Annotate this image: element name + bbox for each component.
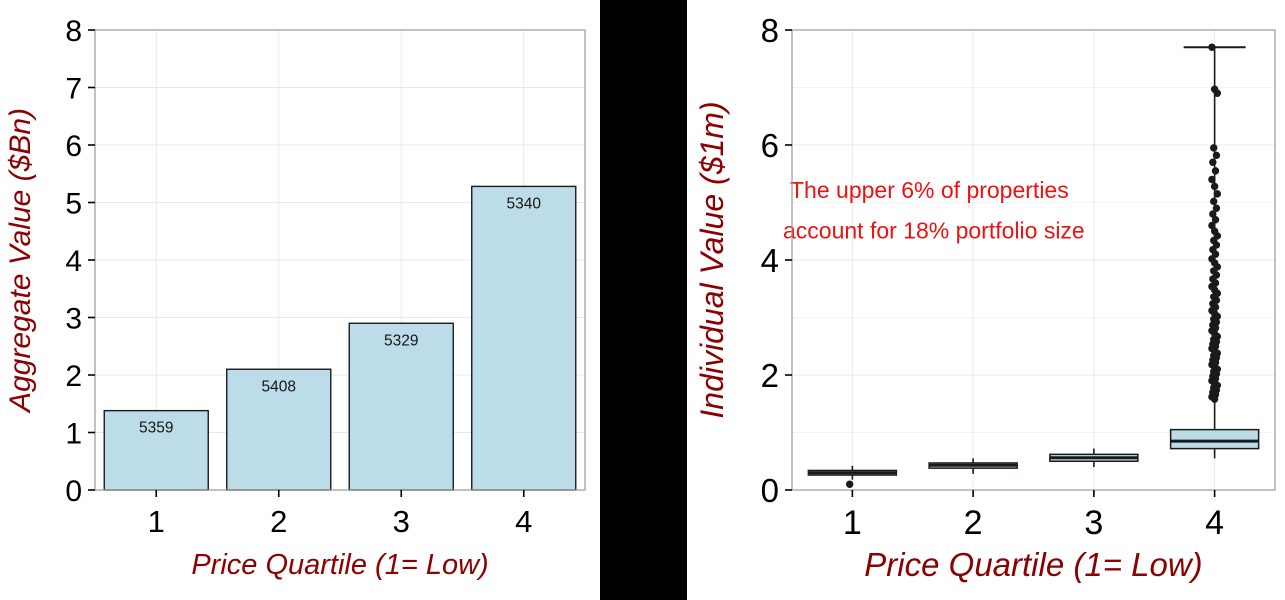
bar-count-label: 5340 (507, 195, 542, 212)
outlier-point (1210, 144, 1218, 152)
annotation-text: account for 18% portfolio size (783, 218, 1085, 244)
x-axis-title: Price Quartile (1= Low) (864, 546, 1202, 583)
x-axis-title: Price Quartile (1= Low) (191, 549, 488, 581)
x-tick-label: 3 (1084, 504, 1103, 542)
individual-value-boxplot-chart: The upper 6% of properties account for 18… (694, 12, 1276, 583)
outlier-point (1213, 89, 1222, 97)
x-tick-label: 2 (964, 504, 983, 542)
box-chart-panel: The upper 6% of properties account for 18… (687, 0, 1285, 600)
box (1169, 428, 1260, 450)
y-tick-label: 5 (65, 187, 82, 220)
y-tick-label: 3 (65, 302, 82, 335)
outlier-point (1213, 190, 1222, 198)
bar-count-label: 5359 (139, 420, 173, 437)
y-tick-label: 4 (65, 245, 82, 278)
outlier-point (1208, 221, 1216, 230)
x-tick-label: 4 (1205, 504, 1224, 542)
bar (348, 322, 454, 491)
bar-chart-panel: 5359 5408 5329 5340 0 1 2 3 4 5 6 7 8 1 2 3 4 Price Quart… (0, 0, 600, 600)
bar (471, 185, 577, 491)
outlier-point (1208, 43, 1216, 51)
outlier-point (1209, 210, 1217, 218)
outlier-point (1208, 175, 1216, 184)
outlier-point (1209, 158, 1217, 166)
y-tick-label: 8 (761, 12, 779, 49)
y-tick-label: 1 (65, 417, 82, 450)
outlier-point (1210, 182, 1219, 191)
aggregate-value-bar-chart: 5359 5408 5329 5340 0 1 2 3 4 5 6 7 8 1 2 3 4 Price Quart… (4, 15, 586, 581)
outlier-point (1212, 204, 1221, 212)
y-axis-title: Individual Value ($1m) (694, 101, 730, 418)
y-tick-label: 0 (761, 472, 779, 509)
bar-count-label: 5329 (384, 332, 418, 349)
x-tick-label: 1 (843, 504, 862, 542)
outlier-point (1210, 197, 1218, 206)
bar-count-label: 5408 (262, 378, 296, 395)
outlier-point (1212, 151, 1221, 160)
black-divider (600, 0, 687, 600)
y-tick-label: 8 (65, 15, 82, 48)
x-tick-label: 3 (393, 504, 410, 539)
y-axis-title: Aggregate Value ($Bn) (4, 108, 37, 414)
x-tick-label: 4 (515, 504, 532, 539)
x-tick-label: 2 (270, 504, 287, 539)
y-tick-label: 2 (761, 357, 779, 394)
y-tick-label: 4 (761, 242, 779, 279)
outlier-point (845, 480, 854, 488)
y-tick-label: 0 (65, 475, 82, 508)
y-tick-label: 2 (65, 360, 82, 393)
outlier-point (1211, 216, 1220, 224)
bar (226, 368, 332, 491)
outlier-point (1211, 167, 1220, 175)
bar (103, 409, 209, 491)
y-tick-label: 7 (65, 72, 82, 105)
y-tick-label: 6 (65, 130, 82, 163)
annotation-text: The upper 6% of properties (790, 177, 1069, 203)
outlier-point (1210, 395, 1219, 403)
y-tick-label: 6 (761, 127, 779, 164)
x-tick-label: 1 (148, 504, 165, 539)
